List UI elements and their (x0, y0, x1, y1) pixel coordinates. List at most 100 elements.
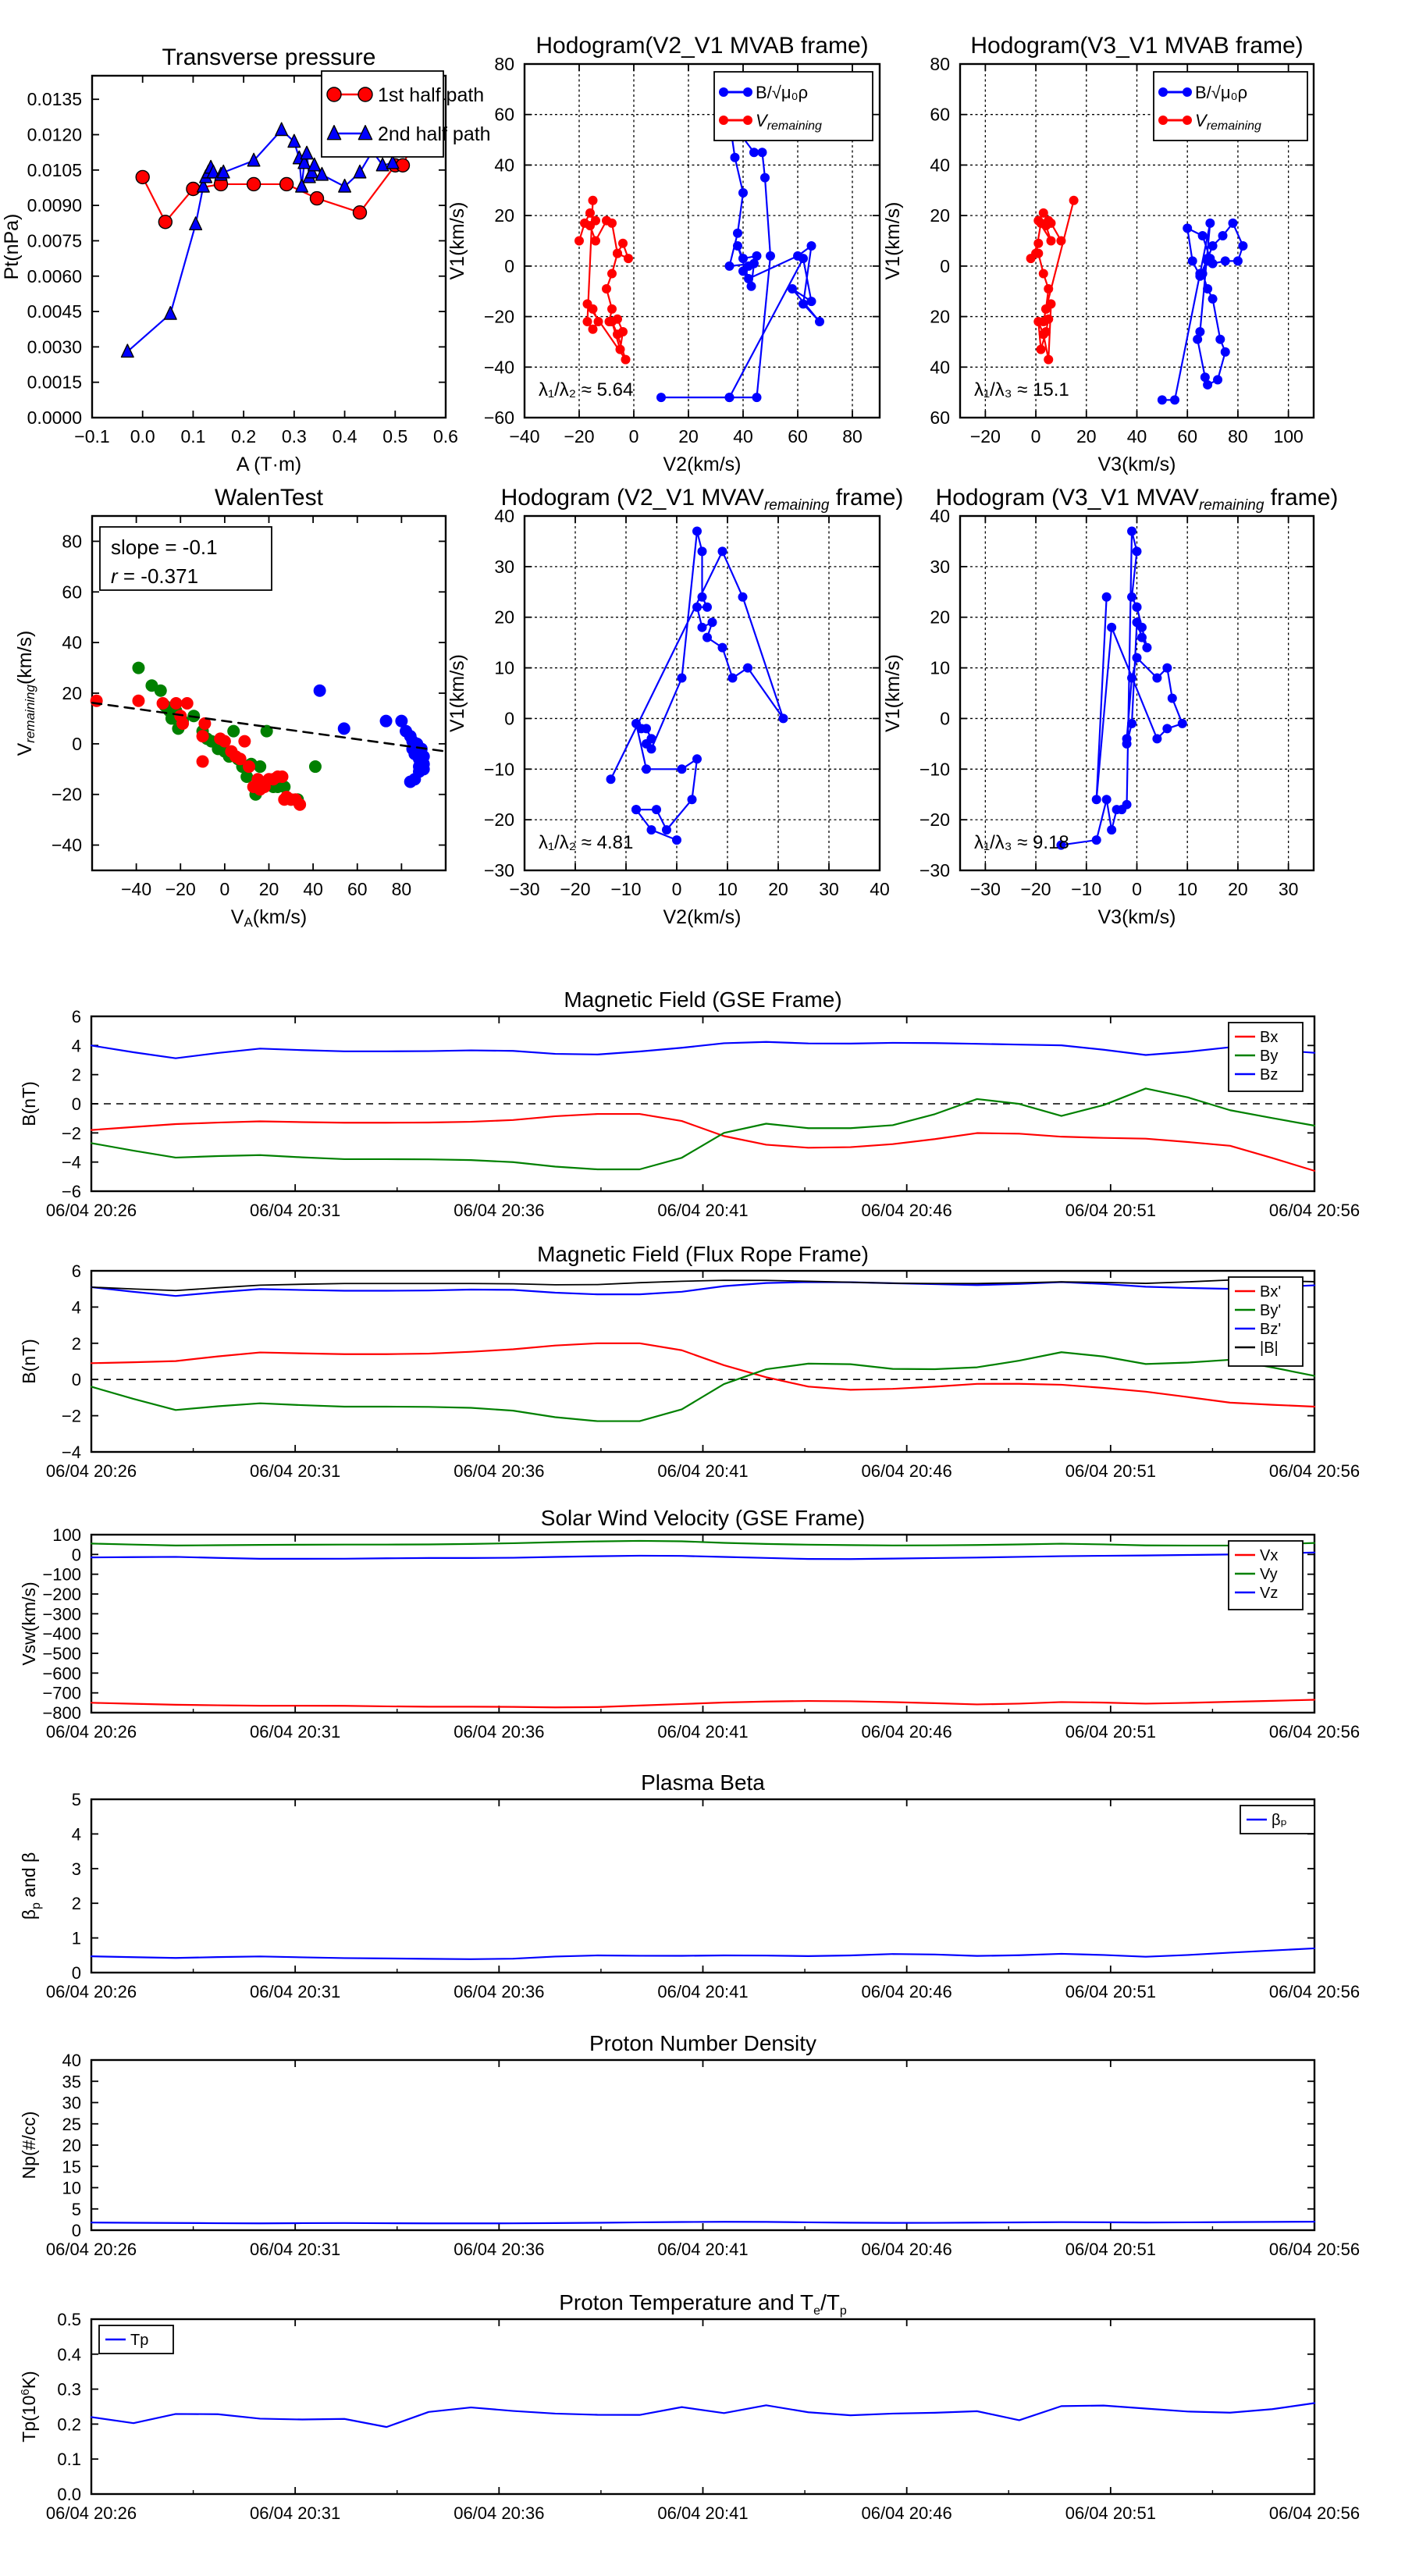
svg-text:0: 0 (72, 1094, 81, 1114)
svg-text:V3(km/s): V3(km/s) (1098, 906, 1176, 928)
svg-text:0: 0 (72, 734, 82, 754)
svg-text:06/04 20:56: 06/04 20:56 (1269, 1982, 1360, 2001)
svg-text:25: 25 (62, 2115, 81, 2134)
svg-text:30: 30 (494, 557, 514, 577)
svg-text:−2: −2 (62, 1123, 81, 1143)
svg-text:10: 10 (1177, 879, 1197, 899)
svg-text:06/04 20:26: 06/04 20:26 (46, 1461, 137, 1481)
svg-text:−40: −40 (484, 357, 514, 377)
svg-text:Plasma Beta: Plasma Beta (641, 1770, 765, 1795)
svg-text:V2(km/s): V2(km/s) (663, 454, 742, 475)
svg-text:−800: −800 (42, 1703, 81, 1723)
svg-text:06/04 20:56: 06/04 20:56 (1269, 2503, 1360, 2523)
svg-text:B/√μ₀ρ: B/√μ₀ρ (1195, 83, 1247, 102)
svg-text:60: 60 (62, 582, 82, 602)
svg-text:06/04 20:51: 06/04 20:51 (1065, 1201, 1156, 1220)
svg-text:−100: −100 (42, 1565, 81, 1585)
svg-text:10: 10 (717, 879, 738, 899)
svg-text:Hodogram(V2_V1 MVAB frame): Hodogram(V2_V1 MVAB frame) (535, 33, 868, 59)
svg-text:0.0135: 0.0135 (27, 89, 82, 109)
svg-text:Hodogram (V2_V1 MVAVremaining: Hodogram (V2_V1 MVAVremaining frame) (501, 485, 904, 514)
svg-text:06/04 20:46: 06/04 20:46 (862, 1722, 952, 1742)
svg-text:2: 2 (72, 1894, 81, 1913)
svg-text:−20: −20 (919, 809, 950, 830)
svg-text:0.2: 0.2 (231, 426, 256, 447)
svg-text:Vz: Vz (1260, 1585, 1278, 1602)
svg-text:80: 80 (1228, 426, 1248, 447)
svg-text:40: 40 (870, 879, 890, 899)
svg-text:0.4: 0.4 (333, 426, 357, 447)
svg-text:By: By (1260, 1048, 1278, 1065)
svg-text:−30: −30 (970, 879, 1001, 899)
svg-text:0: 0 (219, 879, 229, 899)
svg-text:30: 30 (819, 879, 839, 899)
svg-text:V1(km/s): V1(km/s) (882, 202, 904, 280)
svg-text:40: 40 (303, 879, 323, 899)
svg-text:−20: −20 (560, 879, 590, 899)
svg-text:06/04 20:51: 06/04 20:51 (1065, 2503, 1156, 2523)
svg-text:0.4: 0.4 (57, 2345, 81, 2364)
svg-text:VA(km/s): VA(km/s) (231, 906, 307, 930)
svg-text:06/04 20:56: 06/04 20:56 (1269, 2240, 1360, 2259)
svg-text:5: 5 (72, 1790, 81, 1809)
svg-text:−40: −40 (52, 835, 82, 856)
svg-text:−20: −20 (1021, 879, 1051, 899)
svg-text:6: 6 (72, 1007, 81, 1026)
svg-text:0.0075: 0.0075 (27, 230, 82, 251)
svg-text:06/04 20:41: 06/04 20:41 (657, 2503, 748, 2523)
svg-text:06/04 20:31: 06/04 20:31 (250, 2240, 340, 2259)
svg-text:−4: −4 (62, 1443, 81, 1462)
svg-text:100: 100 (1273, 426, 1303, 447)
svg-text:06/04 20:51: 06/04 20:51 (1065, 2240, 1156, 2259)
svg-text:6: 6 (72, 1261, 81, 1281)
svg-text:80: 80 (842, 426, 863, 447)
svg-text:06/04 20:56: 06/04 20:56 (1269, 1461, 1360, 1481)
svg-text:V1(km/s): V1(km/s) (446, 654, 468, 732)
svg-text:−60: −60 (484, 407, 514, 428)
svg-text:80: 80 (62, 531, 82, 551)
svg-text:20: 20 (1076, 426, 1097, 447)
svg-text:30: 30 (930, 557, 950, 577)
svg-text:06/04 20:36: 06/04 20:36 (454, 1982, 544, 2001)
svg-text:20: 20 (259, 879, 279, 899)
svg-text:−400: −400 (42, 1624, 81, 1644)
svg-text:0.0000: 0.0000 (27, 407, 82, 428)
svg-text:Proton Temperature and Te/Tp: Proton Temperature and Te/Tp (559, 2290, 847, 2318)
svg-text:10: 10 (930, 658, 950, 678)
svg-text:0.0120: 0.0120 (27, 125, 82, 145)
svg-text:06/04 20:26: 06/04 20:26 (46, 2240, 137, 2259)
svg-text:06/04 20:36: 06/04 20:36 (454, 1201, 544, 1220)
svg-text:06/04 20:31: 06/04 20:31 (250, 1722, 340, 1742)
svg-text:V2(km/s): V2(km/s) (663, 906, 742, 928)
svg-text:06/04 20:31: 06/04 20:31 (250, 1461, 340, 1481)
svg-text:06/04 20:41: 06/04 20:41 (657, 2240, 748, 2259)
svg-text:06/04 20:26: 06/04 20:26 (46, 1201, 137, 1220)
svg-text:4: 4 (72, 1036, 81, 1055)
svg-text:Bz: Bz (1260, 1066, 1278, 1083)
svg-text:λ₁/λ₂ ≈ 4.81: λ₁/λ₂ ≈ 4.81 (539, 832, 633, 853)
svg-text:2: 2 (72, 1066, 81, 1085)
svg-text:40: 40 (494, 155, 514, 175)
svg-text:−4: −4 (62, 1153, 81, 1172)
svg-text:5: 5 (72, 2200, 81, 2219)
svg-text:06/04 20:36: 06/04 20:36 (454, 1722, 544, 1742)
svg-text:V1(km/s): V1(km/s) (446, 202, 468, 280)
svg-text:−20: −20 (970, 426, 1001, 447)
svg-text:2: 2 (72, 1334, 81, 1354)
svg-text:06/04 20:41: 06/04 20:41 (657, 1722, 748, 1742)
svg-text:1: 1 (72, 1929, 81, 1948)
svg-text:60: 60 (930, 105, 950, 125)
svg-text:0.0: 0.0 (130, 426, 155, 447)
svg-text:0: 0 (940, 708, 950, 728)
svg-text:2nd half path: 2nd half path (378, 123, 491, 145)
svg-text:20: 20 (1228, 879, 1248, 899)
svg-text:1st half path: 1st half path (378, 84, 484, 106)
svg-text:0: 0 (504, 256, 514, 276)
svg-text:60: 60 (930, 407, 950, 428)
svg-text:Np(#/cc): Np(#/cc) (19, 2112, 39, 2179)
svg-text:06/04 20:36: 06/04 20:36 (454, 2240, 544, 2259)
svg-text:Transverse pressure: Transverse pressure (162, 44, 376, 70)
svg-text:−2: −2 (62, 1407, 81, 1426)
svg-text:20: 20 (678, 426, 699, 447)
svg-text:0: 0 (1132, 879, 1142, 899)
